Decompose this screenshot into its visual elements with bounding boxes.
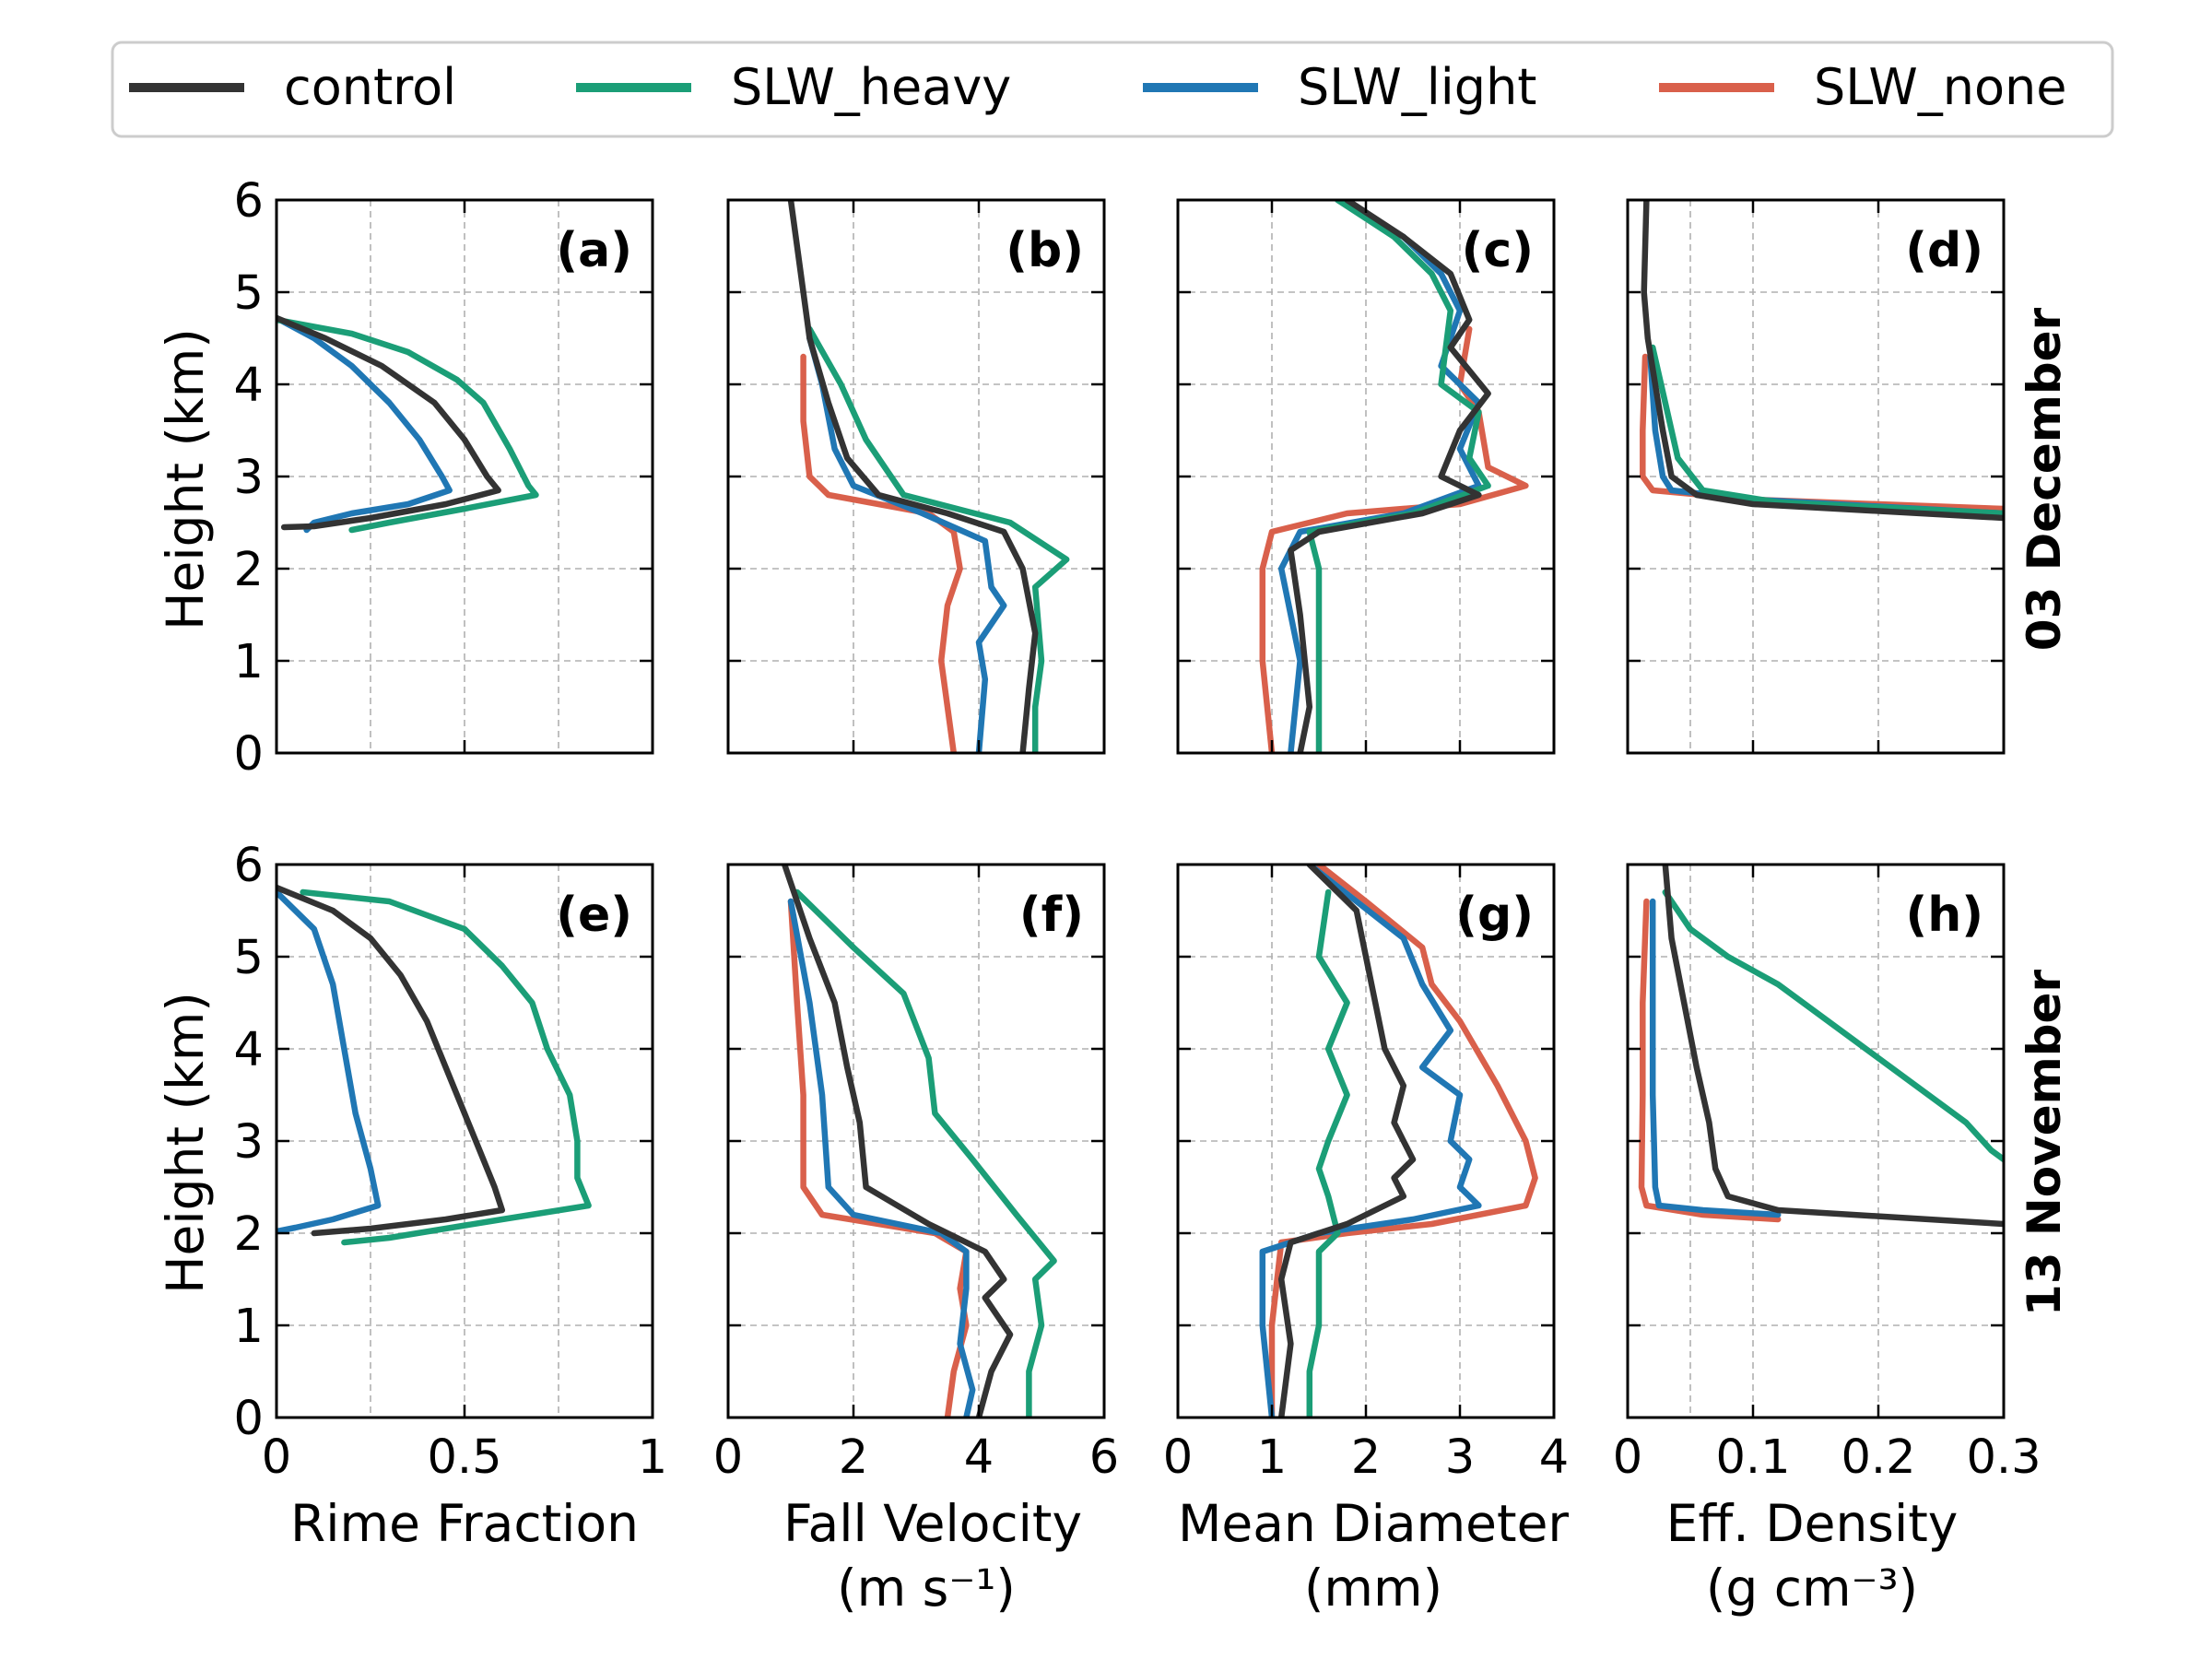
panel-letter: (a) <box>556 223 632 278</box>
series-line-slw-light <box>806 335 1007 753</box>
series-line-slw-heavy <box>1306 888 1350 1418</box>
series-line-slw-light <box>276 314 453 534</box>
series-line-slw-heavy <box>806 325 1070 753</box>
x-axis-unit-col3: (mm) <box>1304 1559 1442 1618</box>
series-line-control <box>1641 200 2004 522</box>
x-axis-label-col2: Fall Velocity <box>783 1494 1082 1553</box>
y-tick-label: 0 <box>234 727 264 782</box>
series-group <box>1638 865 2004 1228</box>
panel-letter: (f) <box>1019 888 1084 943</box>
series-line-slw-heavy <box>1306 200 1491 753</box>
y-tick-label: 6 <box>234 839 264 893</box>
y-tick-label: 4 <box>234 1023 264 1077</box>
x-tick-label: 6 <box>1089 1430 1119 1485</box>
series-line-control <box>1662 865 2004 1228</box>
x-axis-label-col3: Mean Diameter <box>1178 1494 1569 1553</box>
series-line-slw-light <box>276 888 382 1235</box>
series-line-slw-heavy <box>276 316 539 534</box>
series-line-control <box>276 314 501 531</box>
series-group <box>1259 200 1529 753</box>
y-tick-label: 5 <box>234 266 264 321</box>
panel-letter: (h) <box>1905 888 1983 943</box>
series-line-control <box>1288 200 1491 753</box>
series-line-slw-heavy <box>794 888 1057 1418</box>
series-line-slw-heavy <box>1649 344 2004 517</box>
panel-d: (d) <box>1626 198 2006 755</box>
legend-label-slw-light: SLW_light <box>1298 58 1536 116</box>
x-tick-label: 0 <box>262 1430 291 1485</box>
panel-e: 0 1 2 3 4 5 6 0 0.5 1 (e) <box>234 839 668 1485</box>
y-tick-label: 5 <box>234 931 264 985</box>
x-tick-label: 2 <box>839 1430 868 1485</box>
x-tick-label: 0.3 <box>1966 1430 2041 1485</box>
legend: control SLW_heavy SLW_light SLW_none <box>111 41 2114 138</box>
y-axis-label-row2: Height (km) <box>156 992 215 1294</box>
row-label-03-december: 03 December <box>2018 307 2071 651</box>
panel-letter: (b) <box>1006 223 1084 278</box>
panel-a: 0 1 2 3 4 5 6 (a) <box>234 174 654 782</box>
panel-letter: (e) <box>556 888 632 943</box>
series-line-slw-light <box>787 898 976 1418</box>
x-tick-label: 3 <box>1445 1430 1475 1485</box>
y-tick-label: 3 <box>234 451 264 505</box>
x-tick-label: 0.1 <box>1715 1430 1790 1485</box>
x-tick-label: 0.2 <box>1841 1430 1915 1485</box>
series-line-control <box>781 865 1014 1418</box>
series-group <box>781 865 1057 1418</box>
series-line-slw-heavy <box>300 888 592 1246</box>
panel-f: 0 2 4 6 (f) <box>713 863 1119 1485</box>
x-tick-label: 0 <box>1163 1430 1193 1485</box>
x-tick-label: 4 <box>1539 1430 1569 1485</box>
series-line-slw-none <box>1638 898 1782 1223</box>
y-tick-label: 2 <box>234 1207 264 1262</box>
x-tick-label: 0.5 <box>427 1430 501 1485</box>
series-line-control <box>1277 865 1417 1418</box>
panel-c: (c) <box>1176 198 1556 755</box>
series-group <box>276 314 539 534</box>
series-group <box>276 884 592 1246</box>
series-group <box>787 200 1070 753</box>
series-line-control <box>787 200 1039 753</box>
series-line-slw-none <box>787 898 970 1418</box>
x-axis-unit-col2: (m s⁻¹) <box>837 1559 1016 1618</box>
panel-g: 0 1 2 3 4 (g) <box>1163 863 1569 1485</box>
x-axis-label-col1: Rime Fraction <box>290 1494 639 1553</box>
y-tick-label: 3 <box>234 1115 264 1170</box>
legend-label-slw-none: SLW_none <box>1814 58 2067 116</box>
y-axis-label-row1: Height (km) <box>156 328 215 630</box>
y-tick-label: 6 <box>234 174 264 229</box>
panel-letter: (d) <box>1905 223 1983 278</box>
series-line-control <box>276 884 506 1237</box>
x-tick-label: 1 <box>638 1430 667 1485</box>
series-group <box>1640 200 2004 522</box>
panel-h: 0 0.1 0.2 0.3 (h) <box>1613 863 2041 1485</box>
legend-frame <box>111 41 2114 138</box>
panel-letter: (c) <box>1462 223 1534 278</box>
x-axis-unit-col4: (g cm⁻³) <box>1706 1559 1918 1618</box>
y-tick-label: 1 <box>234 1300 264 1354</box>
x-axis-label-col4: Eff. Density <box>1666 1494 1959 1553</box>
series-line-slw-none <box>800 353 963 753</box>
y-tick-label: 0 <box>234 1392 264 1446</box>
panel-b: (b) <box>726 198 1106 755</box>
x-tick-label: 1 <box>1257 1430 1287 1485</box>
legend-label-slw-heavy: SLW_heavy <box>731 58 1011 116</box>
y-tick-label: 1 <box>234 635 264 689</box>
x-tick-label: 0 <box>1613 1430 1642 1485</box>
panel-letter: (g) <box>1455 888 1534 943</box>
row-label-13-november: 13 November <box>2018 970 2071 1316</box>
series-line-slw-light <box>1277 200 1482 753</box>
legend-label-control: control <box>284 58 456 116</box>
x-tick-label: 2 <box>1351 1430 1381 1485</box>
y-tick-label: 4 <box>234 359 264 413</box>
series-line-slw-heavy <box>1662 888 2004 1163</box>
y-tick-label: 2 <box>234 543 264 597</box>
x-tick-label: 0 <box>713 1430 743 1485</box>
series-line-slw-light <box>1649 898 1782 1218</box>
x-tick-label: 4 <box>964 1430 994 1485</box>
series-group <box>1259 865 1538 1418</box>
